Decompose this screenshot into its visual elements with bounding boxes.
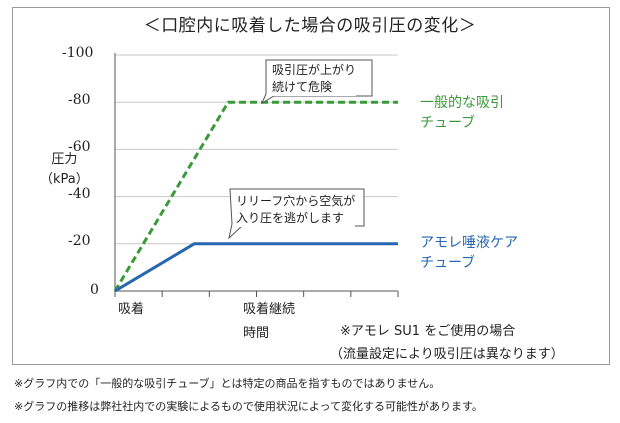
y-axis-label-line1: 圧力	[51, 152, 78, 167]
flow-note: （流量設定により吸引圧は異なります）	[330, 347, 564, 362]
series-line-amore-tube	[114, 242, 398, 293]
y-tick-label: -100	[62, 45, 94, 61]
y-axis-label-line2: （kPa）	[40, 172, 89, 187]
legend-general-tube-line2: チューブ	[420, 115, 476, 131]
y-tick-label: -20	[68, 233, 91, 249]
product-note: ※アモレ SU1 をご使用の場合	[340, 324, 516, 339]
callout-relief-line2: 入り圧を逃がします	[236, 211, 345, 225]
series-line-general-tube	[113, 100, 398, 292]
callout-relief-line1: リリーフ穴から空気が	[236, 194, 356, 208]
legend-amore-tube-line2: チューブ	[420, 255, 476, 271]
y-tick-label: 0	[90, 282, 99, 298]
footnote: ※グラフ内での「一般的な吸引チューブ」とは特定の商品を指すものではありません。	[14, 377, 441, 390]
x-axis-label: 時間	[243, 326, 270, 341]
y-tick-label: -60	[68, 139, 91, 155]
x-tick-label: 吸着	[118, 302, 145, 317]
y-axis-label: 圧力 （kPa）	[40, 150, 89, 190]
legend-amore-tube: アモレ唾液ケア チューブ	[420, 233, 518, 273]
y-tick-label: -80	[68, 92, 91, 108]
legend-general-tube-line1: 一般的な吸引	[420, 95, 504, 111]
callout-danger-line2: 続けて危険	[272, 80, 333, 94]
footnote: ※グラフの推移は弊社社内での実験によるもので使用状況によって変化する可能性があり…	[14, 400, 483, 413]
y-tick-label: -40	[68, 186, 91, 202]
legend-amore-tube-line1: アモレ唾液ケア	[420, 235, 518, 251]
callout-relief-text: リリーフ穴から空気が 入り圧を逃がします	[236, 193, 356, 227]
legend-general-tube: 一般的な吸引 チューブ	[420, 93, 504, 133]
callout-danger-line1: 吸引圧が上がり	[272, 63, 357, 77]
callout-danger-text: 吸引圧が上がり 続けて危険	[272, 62, 357, 96]
chart-frame	[12, 7, 610, 365]
chart-title: ＜口腔内に吸着した場合の吸引圧の変化＞	[143, 16, 477, 36]
x-tick-label: 吸着継続	[243, 302, 296, 317]
